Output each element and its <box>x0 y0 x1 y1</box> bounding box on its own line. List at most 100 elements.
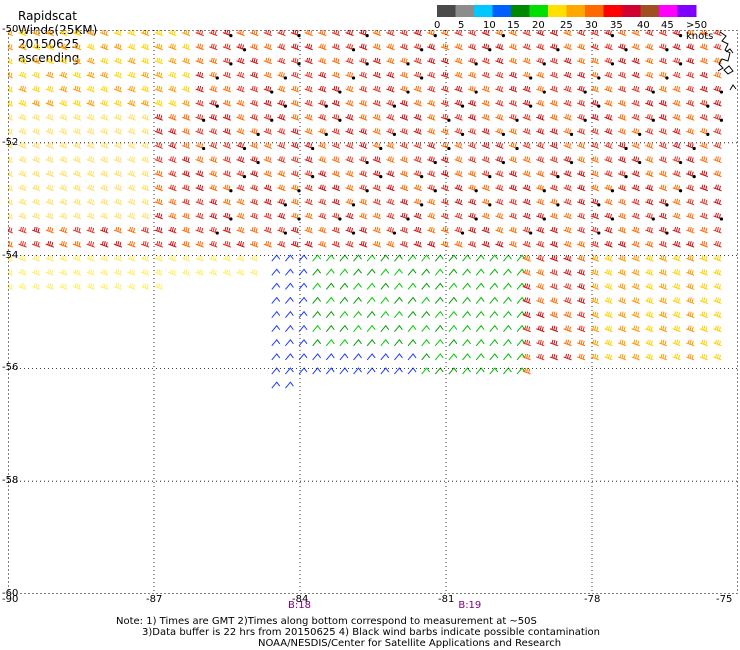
wind-barb <box>658 283 668 290</box>
wind-barb <box>45 85 54 93</box>
wind-barb <box>263 156 272 164</box>
wind-barb <box>290 114 300 121</box>
wind-barb <box>590 198 599 206</box>
wind-barb <box>249 255 259 262</box>
wind-barb <box>249 100 259 107</box>
wind-barb <box>8 212 14 220</box>
wind-barb <box>577 128 586 135</box>
wind-barb <box>590 71 599 79</box>
wind-barb <box>263 71 272 79</box>
contamination-flag <box>556 175 560 179</box>
wind-barb <box>434 339 444 347</box>
wind-barb <box>31 71 41 79</box>
wind-barb <box>407 339 417 347</box>
wind-barb <box>645 184 654 192</box>
wind-barb <box>358 30 368 37</box>
wind-barb <box>325 282 335 290</box>
wind-barb <box>304 114 313 121</box>
wind-barb <box>631 170 640 178</box>
wind-barb <box>195 57 204 65</box>
wind-barb <box>549 114 559 121</box>
wind-barb <box>312 310 322 318</box>
wind-barb <box>31 283 41 290</box>
wind-barb <box>413 71 422 79</box>
wind-barb <box>18 100 27 107</box>
wind-barb <box>549 311 559 319</box>
wind-barb <box>100 142 109 149</box>
wind-barb <box>577 71 586 79</box>
wind-barb <box>440 128 450 135</box>
wind-barb <box>100 198 109 206</box>
wind-barb <box>577 156 586 164</box>
wind-barb <box>236 57 245 65</box>
wind-barb <box>181 100 191 107</box>
wind-barb <box>59 30 68 37</box>
wind-barb <box>489 353 499 361</box>
wind-barb <box>522 184 531 192</box>
wind-barb <box>18 71 27 79</box>
wind-barb <box>440 226 450 234</box>
wind-barb <box>345 226 354 234</box>
wind-barb <box>249 269 259 276</box>
wind-barb <box>672 71 681 79</box>
contamination-flag <box>651 118 655 122</box>
wind-barb <box>271 353 281 361</box>
wind-barb <box>312 367 322 375</box>
wind-barb <box>222 241 232 248</box>
wind-barb <box>353 324 362 333</box>
contamination-flag <box>624 175 628 179</box>
wind-barb <box>45 184 54 192</box>
wind-barb <box>454 57 463 65</box>
wind-barb <box>249 198 259 206</box>
wind-barb <box>59 170 68 178</box>
wind-barb <box>549 339 559 347</box>
wind-barb <box>386 226 395 234</box>
wind-barb <box>86 184 95 192</box>
wind-barb <box>699 128 709 135</box>
wind-barb <box>8 283 14 290</box>
wind-barb <box>331 184 341 192</box>
wind-barb <box>563 311 572 319</box>
wind-barb <box>448 310 458 318</box>
wind-barb <box>516 353 526 361</box>
wind-barb <box>495 85 504 93</box>
wind-barb <box>59 241 68 248</box>
wind-barb <box>345 241 354 248</box>
contamination-flag <box>706 132 710 136</box>
wind-barb <box>713 311 722 319</box>
wind-barb <box>699 100 709 107</box>
wind-barb <box>604 241 613 248</box>
wind-barb <box>577 43 586 51</box>
wind-barb <box>372 57 381 65</box>
wind-barb <box>658 269 668 276</box>
wind-barb <box>127 128 136 135</box>
colorbar-swatch <box>474 5 493 17</box>
wind-barb <box>413 128 422 135</box>
wind-barb <box>45 212 54 220</box>
colorbar-swatch <box>566 5 586 17</box>
contamination-flag <box>651 90 655 94</box>
wind-barb <box>522 30 531 37</box>
wind-barb <box>339 296 349 304</box>
wind-barb <box>72 184 82 192</box>
wind-barb <box>604 353 613 361</box>
wind-barb <box>549 283 559 290</box>
wind-barb <box>318 184 327 192</box>
wind-barb <box>672 128 681 135</box>
wind-barb <box>59 156 68 164</box>
wind-barb <box>140 269 150 276</box>
contamination-flag <box>542 90 546 94</box>
wind-barb <box>699 30 709 37</box>
contamination-flag <box>501 132 506 136</box>
wind-barb <box>563 100 572 107</box>
wind-barb <box>236 30 245 37</box>
wind-barb <box>325 353 335 361</box>
wind-barb <box>372 241 381 248</box>
wind-barb <box>168 198 177 206</box>
wind-barb <box>686 85 695 93</box>
wind-barb <box>604 142 613 149</box>
colorbar-label: 25 <box>560 20 573 31</box>
wind-barb <box>481 184 490 192</box>
wind-barb <box>277 170 286 178</box>
wind-barb <box>325 268 335 276</box>
